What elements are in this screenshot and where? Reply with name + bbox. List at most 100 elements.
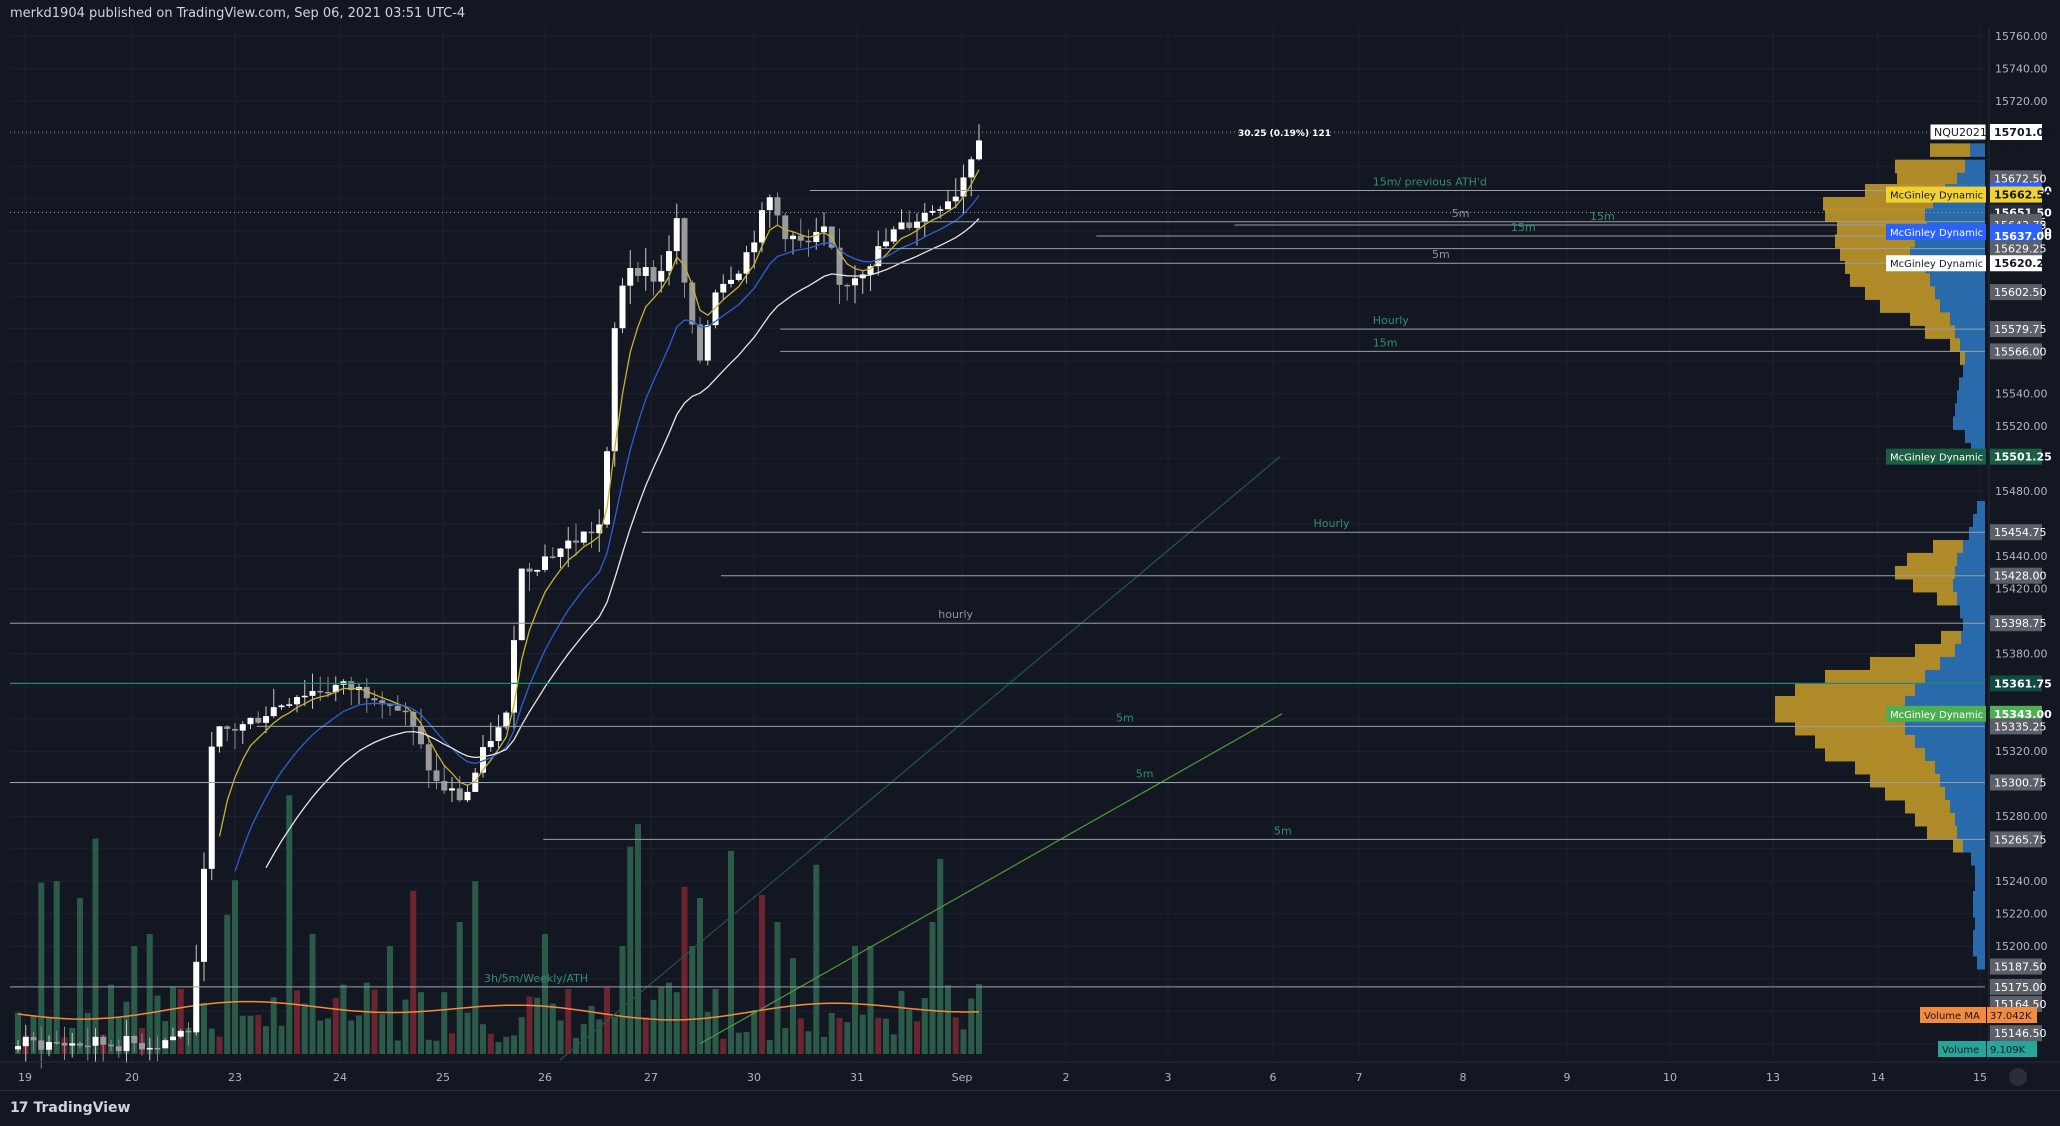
candle: [580, 531, 587, 543]
price-tag-label: 15637.00: [1994, 230, 2052, 243]
candle: [115, 1046, 122, 1052]
volume-bar: [611, 1016, 618, 1054]
volume-profile-bar: [1977, 955, 1985, 970]
volume-profile-bar: [1973, 513, 1985, 528]
time-tick-label: 30: [747, 1071, 761, 1084]
candle: [22, 1036, 29, 1047]
price-tag: [1990, 567, 2042, 584]
volume-profile-bar: [1925, 669, 1985, 684]
candle: [224, 726, 231, 729]
candle: [720, 283, 727, 293]
volume-label: Volume: [1942, 1045, 1979, 1056]
time-tick-label: 24: [333, 1071, 347, 1084]
candle: [557, 548, 564, 557]
volume-bar: [782, 1028, 789, 1054]
candle: [317, 690, 324, 693]
candle: [433, 770, 440, 782]
volume-bar: [619, 946, 626, 1054]
volume-profile-bar: [1850, 273, 1930, 287]
volume-profile-bar: [1930, 143, 1970, 157]
volume-profile-bar: [1825, 208, 1925, 222]
volume-profile-bar: [1870, 773, 1940, 788]
volume-profile-bar: [1959, 377, 1985, 391]
volume-bar: [952, 1017, 959, 1054]
volume-profile-bar: [1895, 565, 1955, 580]
chart-area[interactable]: 15m/ previous ATH'd 5m 15m 15m 5m Hourly 15m Ho…: [0, 28, 2060, 1090]
horizontal-levels: [10, 190, 1985, 988]
candle: [77, 1043, 83, 1046]
price-chart[interactable]: 15m/ previous ATH'd 5m 15m 15m 5m Hourly 15m Ho…: [0, 28, 2060, 1090]
time-tick-label: 19: [18, 1071, 32, 1084]
candle: [332, 684, 339, 693]
candle: [906, 222, 913, 228]
candle: [84, 1045, 91, 1048]
price-tag: [1990, 321, 2042, 338]
price-tag: [1990, 448, 2042, 465]
price-tag: [1990, 675, 2042, 692]
price-tick-label: 15200.00: [1995, 940, 2048, 953]
level-label: 5m: [1432, 248, 1450, 261]
volume-profile-bar: [1825, 747, 1925, 762]
price-tag-label: 15265.75: [1994, 833, 2047, 846]
volume-bar: [379, 1013, 386, 1054]
volume-profile-bar: [1925, 747, 1985, 762]
volume-bar: [805, 1031, 812, 1054]
candle: [914, 221, 920, 228]
volume-bar: [921, 998, 928, 1054]
volume-bar: [976, 984, 982, 1054]
volume-ma-tag: [1920, 1007, 1986, 1023]
volume-bar: [937, 858, 944, 1054]
volume-bar: [704, 1011, 711, 1054]
candle: [712, 292, 719, 326]
volume-profile-bar: [1865, 286, 1935, 300]
price-tag-label: 15662.50: [1994, 189, 2052, 202]
volume-bar: [15, 1012, 21, 1054]
candle: [805, 240, 812, 243]
volume-bar: [751, 1010, 758, 1054]
indicator-tag-label: McGinley Dynamic: [1890, 710, 1983, 721]
candle: [503, 712, 510, 728]
volume-bar: [720, 1038, 727, 1054]
volume-profile-bar: [1965, 159, 1985, 174]
volume-bar: [898, 990, 905, 1054]
volume-bar: [867, 946, 874, 1054]
volume-bar: [340, 984, 347, 1054]
volume-bar: [759, 894, 765, 1054]
candle: [480, 747, 486, 773]
price-tag-label: 15428.00: [1994, 570, 2047, 583]
price-tick-label: 15720.00: [1995, 95, 2048, 108]
volume-bar: [914, 1021, 920, 1054]
candle: [15, 1046, 21, 1050]
tradingview-logo[interactable]: 17 TradingView: [10, 1100, 130, 1116]
candle: [387, 704, 393, 706]
time-tick-label: 15: [1973, 1071, 1987, 1084]
volume-bar: [371, 989, 378, 1054]
volume-bar: [666, 982, 672, 1054]
volume-bar: [735, 1032, 742, 1054]
candle: [689, 282, 696, 325]
volume-profile-bar: [1953, 578, 1985, 593]
candle: [821, 226, 827, 232]
candle: [325, 692, 331, 694]
candle: [596, 524, 603, 534]
price-tick-label: 15320.00: [1995, 745, 2048, 758]
candle: [177, 1030, 184, 1037]
volume-bar: [697, 898, 703, 1054]
candle: [704, 325, 711, 361]
volume-bar: [356, 1015, 362, 1054]
volume-profile-bar: [1970, 143, 1985, 157]
candle: [410, 711, 417, 727]
volume-profile-bar: [1905, 799, 1950, 814]
volume-bar: [410, 890, 417, 1054]
volume-bar: [883, 1018, 889, 1054]
volume-bar: [224, 914, 231, 1054]
volume-bar: [875, 1017, 882, 1054]
price-tag-label: 15672.50: [1994, 172, 2047, 185]
axis-settings-icon[interactable]: [2009, 1068, 2027, 1086]
candle: [394, 705, 401, 711]
candle: [611, 328, 618, 452]
price-tick-label: 15480.00: [1995, 485, 2048, 498]
candle: [813, 231, 820, 243]
volume-ma-value: 37.042K: [1990, 1011, 2032, 1022]
candle: [92, 1036, 99, 1046]
